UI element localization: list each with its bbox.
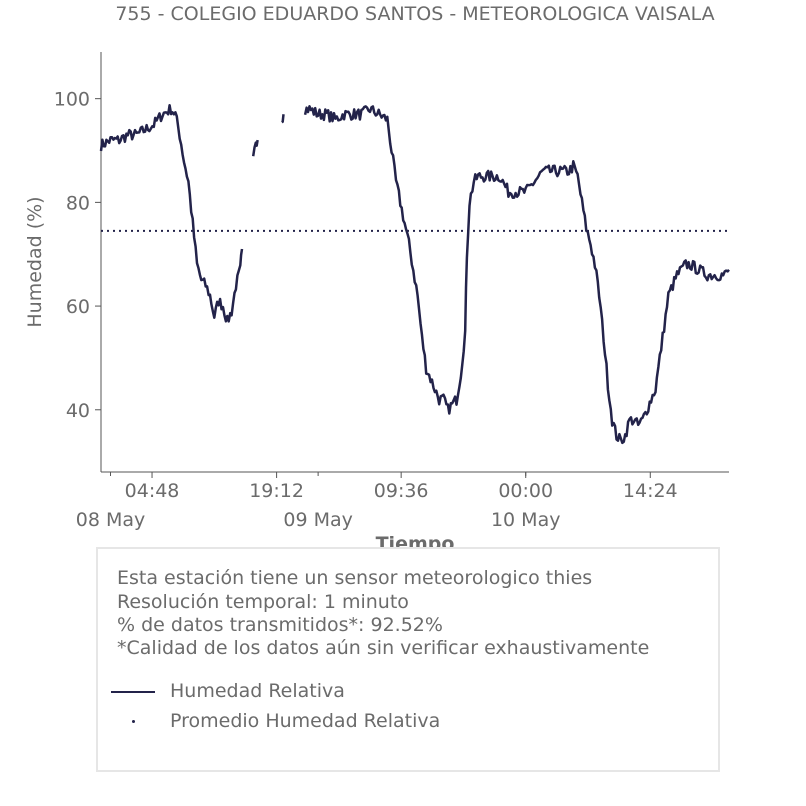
x-tick-label: 09:36	[374, 480, 429, 502]
info-box: Esta estación tiene un sensor meteorolog…	[96, 547, 720, 772]
y-axis-label: Humedad (%)	[24, 196, 46, 328]
y-tick-label: 80	[66, 192, 90, 214]
humidity-series-line	[281, 114, 285, 124]
humidity-series-line	[99, 103, 244, 323]
legend-label: Humedad Relativa	[170, 680, 345, 702]
y-tick-label: 40	[66, 400, 90, 422]
y-tick-label: 100	[54, 89, 90, 111]
x-tick-label: 14:24	[623, 480, 678, 502]
legend-label: Promedio Humedad Relativa	[170, 710, 441, 732]
chart-title: 755 - COLEGIO EDUARDO SANTOS - METEOROLO…	[115, 3, 715, 25]
quality-note-text: *Calidad de los datos aún sin verificar …	[117, 637, 650, 659]
humidity-series-line	[251, 139, 259, 157]
y-tick-label: 60	[66, 296, 90, 318]
resolution-text: Resolución temporal: 1 minuto	[117, 591, 409, 613]
x-date-label: 09 May	[283, 509, 353, 531]
x-tick-label: 04:48	[125, 480, 180, 502]
sensor-info-text: Esta estación tiene un sensor meteorolog…	[117, 567, 593, 589]
legend-dot-icon	[132, 720, 135, 723]
x-tick-label: 00:00	[498, 480, 553, 502]
x-date-label: 08 May	[76, 509, 146, 531]
humidity-series-line	[303, 105, 730, 445]
transmitted-data-text: % de datos transmitidos*: 92.52%	[117, 614, 443, 636]
x-date-label: 10 May	[491, 509, 561, 531]
x-tick-label: 19:12	[249, 480, 304, 502]
legend-line-icon	[111, 691, 155, 693]
